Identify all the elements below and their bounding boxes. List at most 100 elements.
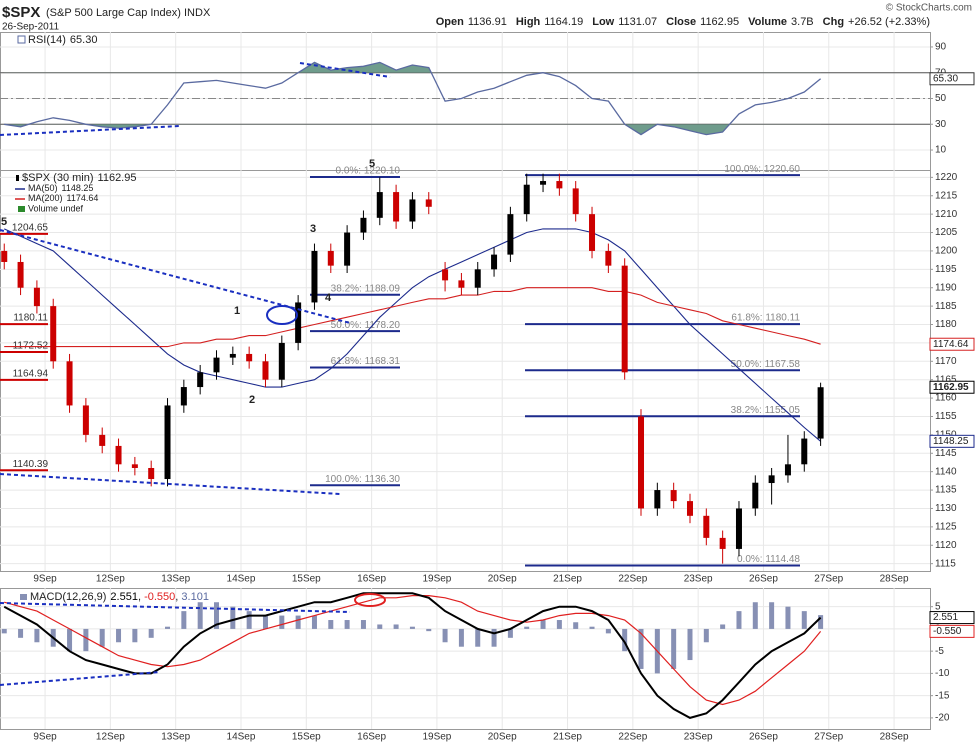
histogram-bar — [99, 628, 105, 647]
x-tick-label: 27Sep — [814, 574, 843, 585]
x-tick-label: 12Sep — [96, 732, 125, 743]
trendline — [0, 473, 341, 495]
legend-value: 1162.95 — [98, 172, 137, 184]
candle-body — [33, 287, 40, 307]
candle-body — [213, 357, 220, 373]
fib-label: 100.0%: 1220.60 — [724, 164, 800, 175]
wave-label: 1 — [234, 305, 240, 317]
y-tick-label: 1125 — [935, 521, 957, 532]
overbought-fill — [4, 62, 821, 73]
quote-value: 1162.95 — [700, 16, 739, 28]
y-tick-label: 5 — [935, 601, 941, 612]
candle-body — [148, 467, 155, 480]
y-tick-label: 1120 — [935, 540, 957, 551]
x-tick-label: 23Sep — [684, 732, 713, 743]
y-tick-label: 1145 — [935, 448, 957, 459]
x-tick-label: 13Sep — [161, 574, 190, 585]
trendline — [0, 602, 351, 613]
price-level-label: 1204.65 — [12, 222, 49, 233]
trendline — [0, 671, 161, 686]
histogram-bar — [801, 611, 807, 629]
y-tick-label: 1190 — [935, 282, 957, 293]
histogram-value: 3.101 — [181, 591, 209, 603]
candle-body — [752, 482, 759, 509]
histogram-bar — [116, 628, 122, 643]
candle-body — [66, 361, 73, 406]
legend-swatch — [20, 594, 27, 600]
y-tick-label: 1210 — [935, 209, 958, 220]
quote-label: Close — [666, 16, 696, 28]
candle-body — [442, 269, 449, 281]
candle-body — [278, 342, 285, 380]
candle-body — [491, 254, 498, 270]
candle-body — [817, 387, 824, 439]
histogram-bar — [377, 624, 383, 629]
legend-entry: MA(200) 1174.64 — [28, 193, 98, 203]
quote-value: 1131.07 — [618, 16, 657, 28]
value-tag-box — [929, 72, 975, 86]
candle-body — [589, 214, 596, 251]
y-tick-label: 1155 — [935, 411, 957, 422]
signal-line — [4, 595, 822, 706]
quote-label: Open — [436, 16, 464, 28]
histogram-bar — [409, 626, 415, 629]
y-tick-label: 10 — [935, 145, 947, 156]
y-tick-label: 50 — [935, 93, 947, 104]
candle-body — [229, 353, 236, 358]
histogram-bar — [589, 626, 595, 629]
candle-body — [360, 217, 367, 233]
histogram-bar — [573, 622, 579, 629]
candle-body — [474, 269, 481, 288]
histogram-bar — [132, 628, 138, 643]
symbol: $SPX — [2, 4, 40, 21]
x-tick-label: 15Sep — [292, 732, 321, 743]
y-tick-label: 1135 — [935, 485, 957, 496]
histogram-bar — [605, 628, 611, 634]
x-tick-label: 9Sep — [33, 574, 57, 585]
price-level-label: 1164.94 — [13, 369, 49, 380]
separator: , — [175, 591, 181, 603]
histogram-bar — [785, 606, 791, 629]
quote-label: Low — [592, 16, 614, 28]
y-tick-label: 1130 — [935, 503, 957, 514]
candle-body — [180, 387, 187, 406]
candle-body — [523, 184, 530, 215]
quote-label: Chg — [823, 16, 844, 28]
x-tick-label: 16Sep — [357, 574, 386, 585]
legend-value: 1174.64 — [67, 193, 99, 203]
histogram-bar — [181, 611, 187, 629]
series-last-value: 65.30 — [70, 34, 98, 46]
legend-name: $SPX (30 min) — [22, 172, 94, 184]
trendline — [0, 125, 181, 136]
x-tick-label: 20Sep — [488, 574, 517, 585]
x-tick-label: 21Sep — [553, 732, 582, 743]
candle-body — [605, 250, 612, 266]
fib-label: 0.0%: 1114.48 — [737, 554, 800, 565]
candle-body — [556, 181, 563, 189]
x-tick-label: 20Sep — [488, 732, 517, 743]
candle-body — [99, 434, 106, 446]
value-tag-box — [929, 434, 975, 448]
x-tick-label: 14Sep — [227, 732, 256, 743]
histogram-bar — [230, 606, 236, 629]
value-tag: 1148.25 — [933, 436, 969, 447]
quote-line: Open 1136.91 High 1164.19 Low 1131.07 Close 116… — [436, 16, 930, 28]
x-tick-label: 19Sep — [422, 574, 451, 585]
histogram-bar — [67, 628, 73, 652]
legend-swatch — [18, 206, 25, 212]
y-tick-label: -15 — [935, 690, 950, 701]
fib-label: 100.0%: 1136.30 — [325, 474, 400, 485]
candle-body — [327, 250, 334, 266]
histogram-bar — [442, 628, 448, 643]
fib-label: 50.0%: 1167.58 — [731, 359, 801, 370]
candle-body — [621, 265, 628, 373]
histogram-bar — [638, 628, 644, 669]
candle-body — [572, 188, 579, 215]
wave-label: 5 — [369, 158, 375, 170]
candle-body — [50, 306, 57, 362]
candle-body — [768, 475, 775, 484]
y-tick-label: 1160 — [935, 393, 957, 404]
histogram-bar — [165, 626, 171, 629]
histogram-bar — [507, 628, 513, 638]
histogram-bar — [524, 626, 530, 629]
